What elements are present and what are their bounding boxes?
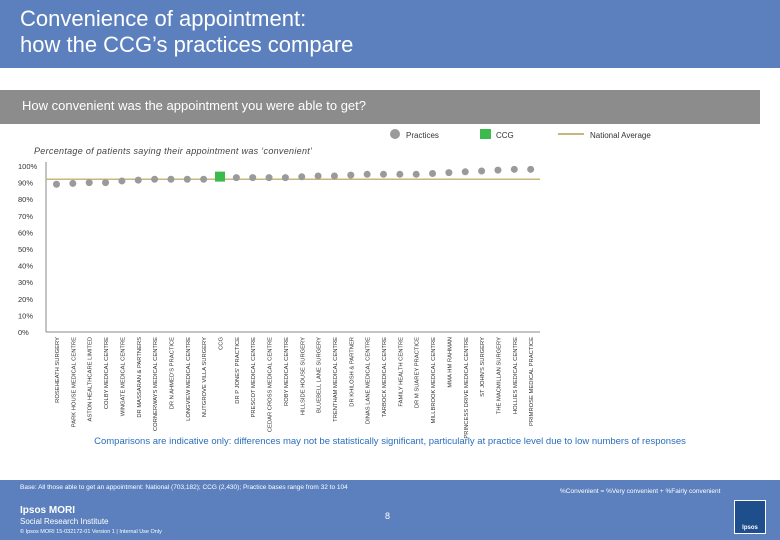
x-tick-label: COLBY MEDICAL CENTRE — [104, 337, 110, 409]
chart-subtitle: Percentage of patients saying their appo… — [34, 146, 313, 156]
practice-point — [510, 165, 518, 173]
practice-point — [265, 174, 273, 182]
practice-point — [314, 172, 322, 180]
practice-point — [527, 165, 535, 173]
x-tick-label: ASTON HEALTHCARE LIMITED — [88, 337, 94, 422]
question-text: How convenient was the appointment you w… — [22, 98, 366, 113]
question-bar: How convenient was the appointment you w… — [0, 88, 760, 124]
practice-point — [134, 176, 142, 184]
x-tick-label: TRENTHAM MEDICAL CENTRE — [333, 337, 339, 422]
x-tick-label: CEDAR CROSS MEDICAL CENTRE — [268, 337, 274, 432]
y-tick-label: 60% — [18, 228, 33, 237]
legend-practices-label: Practices — [406, 131, 439, 140]
x-tick-label: PARK HOUSE MEDICAL CENTRE — [71, 337, 77, 427]
legend-national-marker — [558, 133, 584, 135]
x-tick-label: DINAS LANE MEDICAL CENTRE — [366, 337, 372, 424]
practice-point — [494, 166, 502, 174]
x-tick-label: FAMILY HEALTH CENTRE — [398, 337, 404, 407]
practice-point — [53, 180, 60, 188]
y-tick-label: 30% — [18, 278, 33, 287]
practice-point — [200, 175, 208, 183]
title-line-1: Convenience of appointment: — [20, 6, 307, 31]
legend-ccg-label: CCG — [496, 131, 514, 140]
base-text: Base: All those able to get an appointme… — [20, 484, 348, 491]
x-tick-label: ROBY MEDICAL CENTRE — [284, 337, 290, 406]
x-tick-label: DR N AHMED'S PRACTICE — [169, 337, 175, 409]
x-tick-label: HILLSIDE HOUSE SURGERY — [300, 337, 306, 415]
practice-point — [347, 171, 355, 179]
x-tick-label: DR P JONES' PRACTICE — [235, 337, 241, 404]
convenience-chart: 0% 10% 20% 30% 40% 50% 60% 70% 80% 90% 100% ROSEHEA… — [18, 162, 540, 439]
practice-point — [412, 170, 420, 178]
x-tick-label: DR M SUAREY PRACTICE — [415, 337, 421, 408]
x-tick-label: CCG — [219, 337, 225, 350]
x-tick-label: TARBOCK MEDICAL CENTRE — [382, 337, 388, 417]
x-tick-label: DR KHILOSH & PARTNER — [349, 337, 355, 407]
ipsos-mori-logo-text: Ipsos MORI — [20, 505, 76, 516]
page-title: Convenience of appointment: how the CCG’… — [20, 6, 620, 58]
x-tick-label: MMA HM RAHMAN — [447, 337, 453, 388]
title-line-2: how the CCG’s practices compare — [20, 32, 354, 57]
x-tick-label: LONGVIEW MEDICAL CENTRE — [186, 337, 192, 421]
practice-point — [380, 170, 387, 178]
x-tick-label: WINGATE MEDICAL CENTRE — [120, 337, 126, 416]
practice-point — [118, 177, 126, 185]
y-tick-label: 0% — [18, 328, 29, 337]
practice-point — [183, 175, 191, 183]
practice-point — [85, 179, 93, 187]
comparison-note: Comparisons are indicative only: differe… — [94, 436, 686, 447]
social-research-institute-text: Social Research Institute — [20, 517, 109, 526]
practice-point — [445, 169, 453, 177]
ipsos-badge-label: Ipsos — [742, 525, 758, 531]
practice-point — [298, 173, 306, 181]
practice-point — [429, 169, 437, 177]
x-tick-label: HOLLIES MEDICAL CENTRE — [513, 337, 519, 414]
x-tick-label: PRIMROSE MEDICAL PRACTICE — [529, 337, 535, 426]
x-tick-label: PRINCESS DRIVE MEDICAL CENTRE — [464, 337, 470, 439]
legend-practice-marker — [390, 129, 400, 139]
ccg-marker — [215, 171, 225, 182]
y-tick-label: 100% — [18, 162, 38, 171]
legend-ccg-marker — [480, 129, 491, 139]
x-tick-label: THE MACMILLAN SURGERY — [496, 337, 502, 414]
practice-point — [69, 179, 77, 187]
practice-point — [102, 179, 110, 187]
x-tick-label: NUTGROVE VILLA SURGERY — [202, 337, 208, 417]
y-tick-label: 20% — [18, 295, 33, 304]
y-tick-label: 40% — [18, 262, 33, 271]
header-banner: Convenience of appointment: how the CCG’… — [0, 0, 780, 68]
x-tick-label: PRESCOT MEDICAL CENTRE — [251, 337, 257, 418]
practice-point — [167, 175, 175, 183]
y-tick-label: 10% — [18, 311, 33, 320]
ipsos-logo-badge: Ipsos — [734, 500, 766, 534]
page-number: 8 — [385, 511, 391, 521]
y-tick-label: 70% — [18, 212, 33, 221]
practice-point — [232, 174, 240, 182]
practice-point — [151, 175, 159, 183]
x-tick-label: CORNERWAYS MEDICAL CENTRE — [153, 337, 159, 431]
x-tick-label: ST JOHN'S SURGERY — [480, 337, 486, 397]
practice-point — [281, 174, 289, 182]
x-tick-label: ROSEHEATH SURGERY — [55, 337, 61, 403]
practice-point — [330, 172, 338, 180]
practice-point — [396, 170, 404, 178]
x-tick-label: BLUEBELL LANE SURGERY — [317, 337, 323, 413]
footer-banner — [0, 480, 780, 540]
practice-point — [461, 168, 469, 176]
practice-point — [478, 167, 486, 175]
practice-point — [249, 174, 257, 182]
copyright-text: © Ipsos MORI 15-032172-01 Version 1 | In… — [20, 529, 162, 535]
practice-point — [363, 170, 371, 178]
y-tick-label: 50% — [18, 245, 33, 254]
x-tick-label: DR MASSARAN & PARTNERS — [137, 337, 143, 418]
definition-text: %Convenient = %Very convenient + %Fairly… — [560, 488, 721, 495]
x-tick-label: MILLBROOK MEDICAL CENTRE — [431, 337, 437, 424]
y-tick-label: 80% — [18, 195, 33, 204]
legend-national-label: National Average — [590, 131, 651, 140]
y-tick-label: 90% — [18, 179, 33, 188]
